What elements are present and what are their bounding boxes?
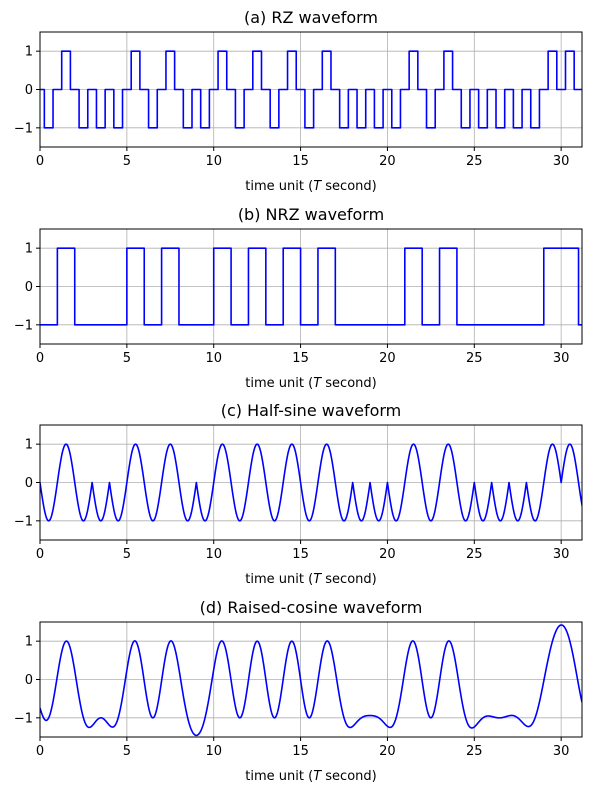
x-tick-label: 5 <box>123 547 131 562</box>
x-tick-label: 20 <box>379 744 396 759</box>
y-tick-label: −1 <box>14 514 33 529</box>
x-axis-label: time unit (T second) <box>245 179 376 194</box>
x-tick-label: 20 <box>379 351 396 366</box>
waveform-line <box>40 247 582 326</box>
chart-title: (d) Raised-cosine waveform <box>200 598 423 617</box>
x-tick-label: 0 <box>36 154 44 169</box>
chart-title: (b) NRZ waveform <box>238 205 384 224</box>
x-tick-label: 30 <box>553 351 570 366</box>
x-tick-label: 15 <box>292 744 309 759</box>
x-axis-label-part: second) <box>321 179 377 194</box>
y-tick-label: 1 <box>25 45 33 60</box>
x-axis-label-part: T <box>313 572 322 587</box>
x-tick-label: 0 <box>36 351 44 366</box>
y-tick-label: −1 <box>14 121 33 136</box>
x-axis-label-part: time unit ( <box>245 179 313 194</box>
x-tick-label: 25 <box>466 547 483 562</box>
chart-title: (a) RZ waveform <box>244 8 378 27</box>
x-axis-label-part: T <box>313 179 322 194</box>
y-tick-label: −1 <box>14 711 33 726</box>
x-tick-label: 15 <box>292 351 309 366</box>
x-axis-label-part: second) <box>321 572 377 587</box>
x-axis-label-part: time unit ( <box>245 376 313 391</box>
x-tick-label: 5 <box>123 351 131 366</box>
x-tick-label: 15 <box>292 154 309 169</box>
y-tick-label: 0 <box>25 673 33 688</box>
x-axis-label-part: second) <box>321 376 377 391</box>
x-axis-label-part: T <box>313 376 322 391</box>
x-tick-label: 30 <box>553 547 570 562</box>
x-tick-label: 0 <box>36 547 44 562</box>
x-axis-label: time unit (T second) <box>245 769 376 784</box>
x-tick-label: 10 <box>205 351 222 366</box>
x-tick-label: 10 <box>205 154 222 169</box>
y-tick-label: −1 <box>14 318 33 333</box>
x-tick-label: 20 <box>379 547 396 562</box>
y-tick-label: 1 <box>25 438 33 453</box>
y-tick-label: 1 <box>25 635 33 650</box>
x-tick-label: 15 <box>292 547 309 562</box>
x-axis-label-part: second) <box>321 769 377 784</box>
y-tick-label: 1 <box>25 242 33 257</box>
x-tick-label: 10 <box>205 547 222 562</box>
chart-title: (c) Half-sine waveform <box>221 401 402 420</box>
y-tick-label: 0 <box>25 83 33 98</box>
x-tick-label: 5 <box>123 154 131 169</box>
x-tick-label: 25 <box>466 351 483 366</box>
x-tick-label: 5 <box>123 744 131 759</box>
waveform-line <box>40 50 582 129</box>
x-tick-label: 30 <box>553 744 570 759</box>
x-axis-label-part: time unit ( <box>245 572 313 587</box>
y-tick-label: 0 <box>25 280 33 295</box>
x-axis-label-part: T <box>313 769 322 784</box>
x-tick-label: 25 <box>466 744 483 759</box>
waveform-line <box>40 443 582 522</box>
x-tick-label: 0 <box>36 744 44 759</box>
x-tick-label: 10 <box>205 744 222 759</box>
x-axis-label: time unit (T second) <box>245 572 376 587</box>
waveform-line <box>40 624 582 737</box>
x-tick-label: 30 <box>553 154 570 169</box>
y-tick-label: 0 <box>25 476 33 491</box>
x-tick-label: 20 <box>379 154 396 169</box>
x-axis-label-part: time unit ( <box>245 769 313 784</box>
x-axis-label: time unit (T second) <box>245 376 376 391</box>
x-tick-label: 25 <box>466 154 483 169</box>
